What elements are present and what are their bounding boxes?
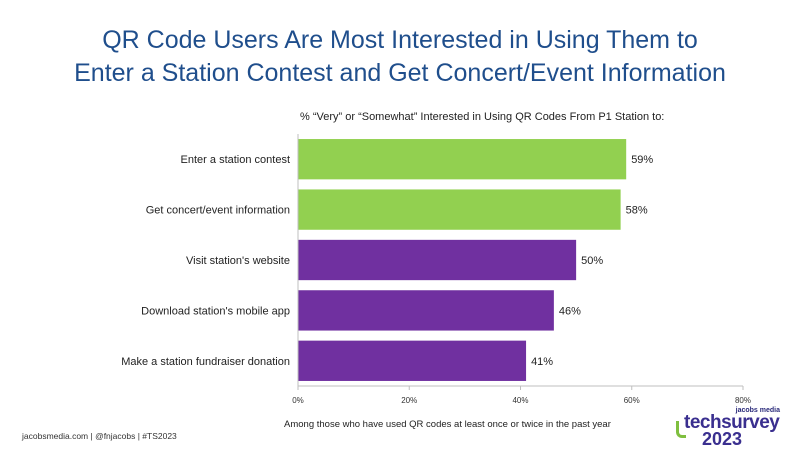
bar-4 xyxy=(298,290,554,331)
data-label-5: 41% xyxy=(531,356,553,368)
data-label-1: 59% xyxy=(631,154,653,166)
category-label-3: Visit station's website xyxy=(186,255,290,267)
category-label-1: Enter a station contest xyxy=(181,154,290,166)
footer-links: jacobsmedia.com | @fnjacobs | #TS2023 xyxy=(22,431,177,441)
logo-brand-year: 2023 xyxy=(702,429,743,449)
logo-brand-top: jacobs media xyxy=(735,407,780,414)
x-axis-note: Among those who have used QR codes at le… xyxy=(284,419,611,430)
bar-2 xyxy=(298,189,621,230)
chart-subtitle: % “Very” or “Somewhat” Interested in Usi… xyxy=(300,111,665,123)
chart-title: QR Code Users Are Most Interested in Usi… xyxy=(0,24,800,90)
x-tick-label-0: 0% xyxy=(292,396,304,405)
bar-5 xyxy=(298,340,527,381)
category-label-2: Get concert/event information xyxy=(146,205,290,217)
data-label-2: 58% xyxy=(626,205,648,217)
x-tick-label-2: 40% xyxy=(512,396,528,405)
logo-brand-main: techsurvey xyxy=(684,412,780,433)
bar-3 xyxy=(298,239,577,281)
techsurvey-logo: jacobs media techsurvey 2023 xyxy=(676,407,786,449)
x-tick-label-4: 80% xyxy=(735,396,751,405)
data-label-4: 46% xyxy=(559,305,581,317)
x-tick-label-3: 60% xyxy=(624,396,640,405)
data-label-3: 50% xyxy=(581,255,603,267)
x-tick-label-1: 20% xyxy=(401,396,417,405)
chart-title-line-2: Enter a Station Contest and Get Concert/… xyxy=(74,59,726,87)
category-label-4: Download station's mobile app xyxy=(141,305,290,317)
bar-1 xyxy=(298,139,627,180)
logo-mark-icon xyxy=(676,421,686,438)
chart-title-line-1: QR Code Users Are Most Interested in Usi… xyxy=(102,26,698,54)
category-label-5: Make a station fundraiser donation xyxy=(121,356,290,368)
